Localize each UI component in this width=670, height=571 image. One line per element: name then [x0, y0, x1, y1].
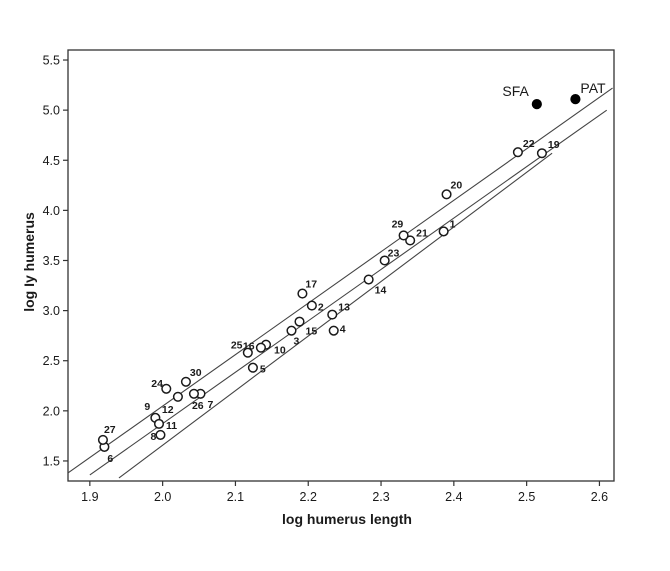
point-label: 14 — [375, 285, 387, 297]
point-label: 17 — [305, 279, 317, 291]
x-axis-title: log humerus length — [282, 511, 412, 527]
data-point-open — [327, 309, 338, 320]
x-tick-label: 2.5 — [518, 490, 535, 504]
point-label: 25 — [231, 340, 243, 352]
data-point-open — [97, 434, 108, 445]
point-label: 12 — [162, 404, 174, 416]
filled-point-label: PAT — [580, 80, 606, 96]
y-axis-title: log Iy humerus — [21, 212, 37, 312]
y-tick-label: 5.0 — [43, 104, 60, 118]
point-label: 24 — [151, 378, 163, 390]
point-label: 8 — [150, 431, 156, 443]
data-point-open — [306, 300, 317, 311]
point-label: 20 — [451, 179, 463, 191]
y-tick-label: 2.5 — [43, 354, 60, 368]
y-tick-label: 1.5 — [43, 454, 60, 468]
point-label: 16 — [243, 341, 255, 353]
point-label: 7 — [207, 399, 213, 411]
data-point-open — [379, 255, 390, 266]
y-tick-label: 2.0 — [43, 404, 60, 418]
point-label: 11 — [166, 420, 177, 432]
point-label: 27 — [104, 424, 116, 436]
point-label: 30 — [190, 367, 202, 379]
point-label: 5 — [260, 364, 266, 376]
x-tick-label: 2.2 — [300, 490, 317, 504]
point-label: 21 — [416, 227, 428, 239]
data-point-open — [155, 429, 166, 440]
data-point-open — [180, 376, 191, 387]
y-tick-label: 3.0 — [43, 304, 60, 318]
point-label: 3 — [293, 336, 299, 348]
data-point-open — [405, 235, 416, 246]
point-label: 9 — [144, 401, 150, 413]
point-label: 23 — [388, 247, 400, 259]
point-label: 29 — [392, 218, 404, 230]
point-label: 1 — [450, 218, 456, 230]
data-point-open — [536, 148, 547, 159]
data-point-filled — [570, 94, 581, 105]
data-point-open — [363, 274, 374, 285]
y-tick-label: 4.5 — [43, 154, 60, 168]
data-point-open — [188, 388, 199, 399]
point-label: 26 — [192, 400, 204, 412]
point-label: 10 — [274, 345, 286, 357]
data-point-open — [255, 342, 266, 353]
data-point-open — [161, 383, 172, 394]
y-tick-label: 5.5 — [43, 54, 60, 68]
data-point-filled — [531, 99, 542, 110]
point-label: 6 — [107, 453, 113, 465]
point-label: 15 — [306, 326, 318, 338]
point-label: 22 — [523, 138, 535, 150]
data-point-open — [286, 325, 297, 336]
data-point-open — [247, 362, 258, 373]
data-point-open — [294, 316, 305, 327]
x-tick-label: 2.3 — [372, 490, 389, 504]
x-tick-label: 2.6 — [591, 490, 608, 504]
data-point-open — [441, 189, 452, 200]
regression-line-middle — [89, 109, 608, 476]
data-point-open — [242, 347, 253, 358]
x-tick-label: 1.9 — [81, 490, 98, 504]
filled-point-label: SFA — [502, 83, 529, 99]
point-label: 19 — [548, 139, 560, 151]
point-label: 13 — [338, 302, 350, 314]
x-tick-label: 2.1 — [227, 490, 244, 504]
y-tick-label: 4.0 — [43, 204, 60, 218]
data-point-open — [153, 418, 165, 429]
x-tick-label: 2.0 — [154, 490, 171, 504]
x-tick-label: 2.4 — [445, 490, 462, 504]
data-point-open — [328, 325, 339, 336]
point-label: 2 — [318, 302, 324, 314]
point-label: 4 — [340, 324, 346, 336]
y-tick-label: 3.5 — [43, 254, 60, 268]
data-point-open — [398, 230, 409, 241]
data-point-open — [172, 391, 183, 402]
data-point-open — [438, 226, 449, 237]
data-point-open — [512, 147, 523, 158]
plot-area-frame — [67, 49, 615, 482]
data-point-open — [297, 288, 308, 299]
